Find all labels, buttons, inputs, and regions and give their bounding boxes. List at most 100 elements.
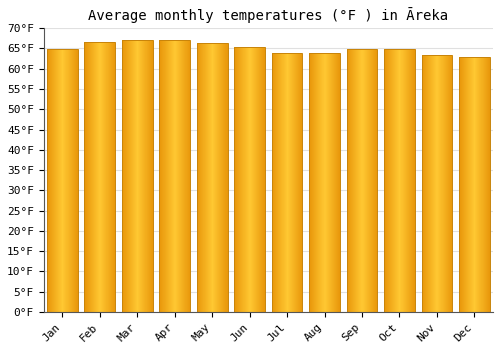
- Bar: [445, 55, 446, 312]
- Bar: [254, 47, 255, 312]
- Bar: [126, 40, 127, 312]
- Bar: [460, 57, 461, 312]
- Bar: [185, 40, 186, 312]
- Bar: [108, 42, 109, 312]
- Bar: [283, 52, 284, 312]
- Bar: [221, 43, 222, 312]
- Bar: [99, 42, 100, 312]
- Bar: [366, 49, 367, 312]
- Bar: [133, 40, 134, 312]
- Bar: [68, 49, 69, 312]
- Bar: [264, 47, 265, 312]
- Bar: [244, 47, 245, 312]
- Bar: [67, 49, 68, 312]
- Bar: [384, 49, 385, 312]
- Bar: [179, 40, 180, 312]
- Bar: [260, 47, 261, 312]
- Bar: [286, 52, 287, 312]
- Bar: [402, 49, 403, 312]
- Bar: [247, 47, 248, 312]
- Bar: [368, 49, 369, 312]
- Bar: [401, 49, 402, 312]
- Bar: [365, 49, 366, 312]
- Bar: [467, 57, 468, 312]
- Bar: [106, 42, 107, 312]
- Bar: [97, 42, 98, 312]
- Bar: [242, 47, 243, 312]
- Bar: [183, 40, 184, 312]
- Bar: [243, 47, 244, 312]
- Bar: [73, 49, 74, 312]
- Bar: [320, 52, 321, 312]
- Bar: [459, 57, 460, 312]
- Bar: [223, 43, 224, 312]
- Bar: [387, 49, 388, 312]
- Bar: [327, 52, 328, 312]
- Bar: [74, 49, 75, 312]
- Bar: [450, 55, 451, 312]
- Bar: [441, 55, 442, 312]
- Bar: [234, 47, 265, 312]
- Bar: [250, 47, 251, 312]
- Bar: [52, 49, 53, 312]
- Bar: [47, 49, 48, 312]
- Bar: [173, 40, 174, 312]
- Title: Average monthly temperatures (°F ) in Āreka: Average monthly temperatures (°F ) in Ār…: [88, 7, 448, 23]
- Bar: [328, 52, 329, 312]
- Bar: [145, 40, 146, 312]
- Bar: [171, 40, 172, 312]
- Bar: [141, 40, 142, 312]
- Bar: [107, 42, 108, 312]
- Bar: [105, 42, 106, 312]
- Bar: [429, 55, 430, 312]
- Bar: [201, 43, 202, 312]
- Bar: [93, 42, 94, 312]
- Bar: [430, 55, 432, 312]
- Bar: [160, 40, 190, 312]
- Bar: [351, 49, 352, 312]
- Bar: [315, 52, 316, 312]
- Bar: [112, 42, 113, 312]
- Bar: [273, 52, 274, 312]
- Bar: [313, 52, 314, 312]
- Bar: [123, 40, 124, 312]
- Bar: [218, 43, 219, 312]
- Bar: [66, 49, 67, 312]
- Bar: [178, 40, 179, 312]
- Bar: [111, 42, 112, 312]
- Bar: [295, 52, 296, 312]
- Bar: [375, 49, 376, 312]
- Bar: [301, 52, 302, 312]
- Bar: [465, 57, 466, 312]
- Bar: [464, 57, 465, 312]
- Bar: [426, 55, 427, 312]
- Bar: [477, 57, 478, 312]
- Bar: [318, 52, 319, 312]
- Bar: [356, 49, 357, 312]
- Bar: [412, 49, 414, 312]
- Bar: [389, 49, 390, 312]
- Bar: [213, 43, 214, 312]
- Bar: [75, 49, 76, 312]
- Bar: [399, 49, 400, 312]
- Bar: [257, 47, 258, 312]
- Bar: [280, 52, 281, 312]
- Bar: [447, 55, 448, 312]
- Bar: [241, 47, 242, 312]
- Bar: [371, 49, 372, 312]
- Bar: [163, 40, 164, 312]
- Bar: [451, 55, 452, 312]
- Bar: [60, 49, 61, 312]
- Bar: [64, 49, 65, 312]
- Bar: [209, 43, 210, 312]
- Bar: [346, 49, 378, 312]
- Bar: [148, 40, 149, 312]
- Bar: [392, 49, 393, 312]
- Bar: [400, 49, 401, 312]
- Bar: [210, 43, 211, 312]
- Bar: [424, 55, 425, 312]
- Bar: [202, 43, 203, 312]
- Bar: [245, 47, 246, 312]
- Bar: [297, 52, 298, 312]
- Bar: [200, 43, 201, 312]
